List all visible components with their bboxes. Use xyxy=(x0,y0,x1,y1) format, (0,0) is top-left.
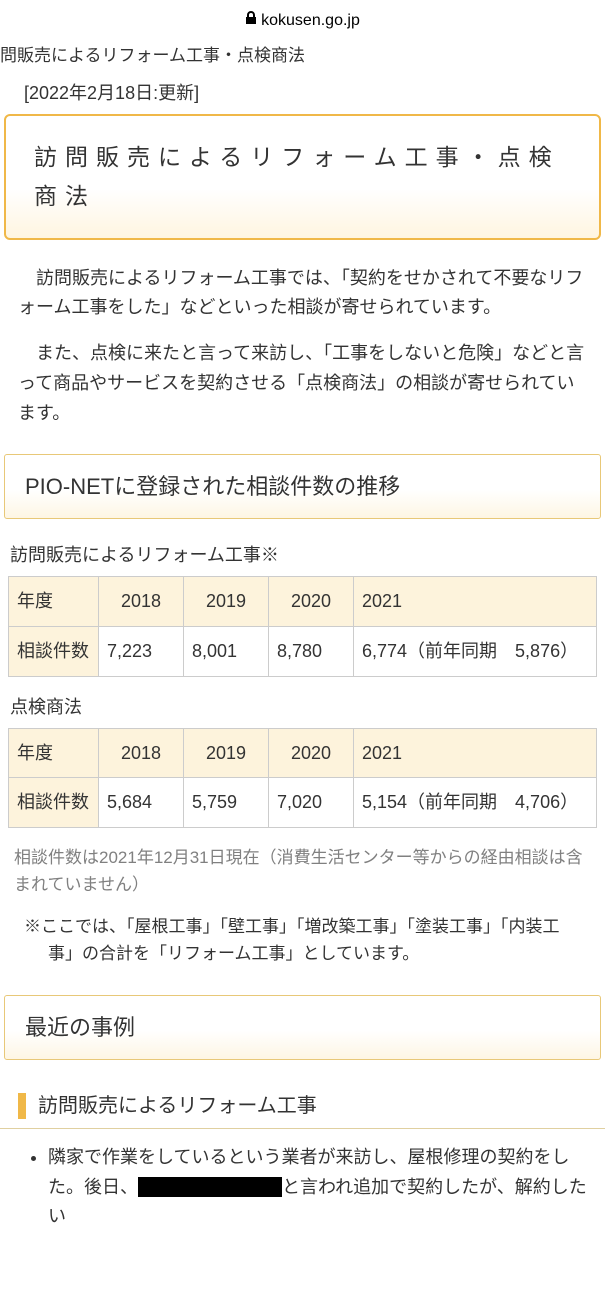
page-title: 訪問販売によるリフォーム工事・点検商法 xyxy=(34,138,571,216)
lock-icon xyxy=(245,8,257,34)
table-row: 年度 2018 2019 2020 2021 xyxy=(9,577,597,627)
table-header-cell: 2020 xyxy=(269,728,354,778)
table-cell: 7,223 xyxy=(99,626,184,676)
table-footnote: 相談件数は2021年12月31日現在（消費生活センター等からの経由相談は含まれて… xyxy=(0,844,605,912)
table-header-cell: 2018 xyxy=(99,577,184,627)
table-row: 相談件数 7,223 8,001 8,780 6,774（前年同期 5,876） xyxy=(9,626,597,676)
list-item: 隣家で作業をしているという業者が来訪し、屋根修理の契約をした。後日、壁の補修も必… xyxy=(48,1143,587,1232)
table-header-cell: 2019 xyxy=(184,728,269,778)
table-row: 相談件数 5,684 5,759 7,020 5,154（前年同期 4,706） xyxy=(9,778,597,828)
intro-paragraph-2: また、点検に来たと言って来訪し、「工事をしないと危険」などと言って商品やサービス… xyxy=(0,339,605,444)
reform-note: ※ここでは、「屋根工事」「壁工事」「増改築工事」「塗装工事」「内装工事」の合計を… xyxy=(0,913,605,985)
table-cell: 7,020 xyxy=(269,778,354,828)
table-header-cell: 2021 xyxy=(354,577,597,627)
table-header-cell: 2018 xyxy=(99,728,184,778)
browser-url-bar: kokusen.go.jp xyxy=(0,0,605,42)
table-tenken: 年度 2018 2019 2020 2021 相談件数 5,684 5,759 … xyxy=(8,728,597,829)
table-header-cell: 2019 xyxy=(184,577,269,627)
table-cell: 5,684 xyxy=(99,778,184,828)
table-cell: 8,001 xyxy=(184,626,269,676)
table-header-cell: 年度 xyxy=(9,728,99,778)
table-header-cell: 年度 xyxy=(9,577,99,627)
case-list: 隣家で作業をしているという業者が来訪し、屋根修理の契約をした。後日、壁の補修も必… xyxy=(0,1135,605,1232)
section-header-cases: 最近の事例 xyxy=(4,995,601,1060)
table-header-cell: 2020 xyxy=(269,577,354,627)
table2-caption: 点検商法 xyxy=(0,693,605,728)
breadcrumb: 問販売によるリフォーム工事・点検商法 xyxy=(0,42,605,79)
table-cell: 5,759 xyxy=(184,778,269,828)
sub-section-reform: 訪問販売によるリフォーム工事 xyxy=(0,1082,605,1129)
table-cell: 5,154（前年同期 4,706） xyxy=(354,778,597,828)
table-header-cell: 2021 xyxy=(354,728,597,778)
table1-caption: 訪問販売によるリフォーム工事※ xyxy=(0,541,605,576)
section-header-pionet: PIO-NETに登録された相談件数の推移 xyxy=(4,454,601,519)
table-row: 年度 2018 2019 2020 2021 xyxy=(9,728,597,778)
table-header-cell: 相談件数 xyxy=(9,626,99,676)
sub-section-title: 訪問販売によるリフォーム工事 xyxy=(38,1090,317,1122)
table-reform: 年度 2018 2019 2020 2021 相談件数 7,223 8,001 … xyxy=(8,576,597,677)
page-title-box: 訪問販売によるリフォーム工事・点検商法 xyxy=(4,114,601,240)
intro-paragraph-1: 訪問販売によるリフォーム工事では、「契約をせかされて不要なリフォーム工事をした」… xyxy=(0,264,605,339)
accent-bar-icon xyxy=(18,1093,26,1119)
table-header-cell: 相談件数 xyxy=(9,778,99,828)
update-date: [2022年2月18日:更新] xyxy=(0,79,605,114)
url-domain: kokusen.go.jp xyxy=(261,12,360,29)
redacted-text: 壁の補修も必要だ xyxy=(138,1177,282,1197)
table-cell: 8,780 xyxy=(269,626,354,676)
table-cell: 6,774（前年同期 5,876） xyxy=(354,626,597,676)
